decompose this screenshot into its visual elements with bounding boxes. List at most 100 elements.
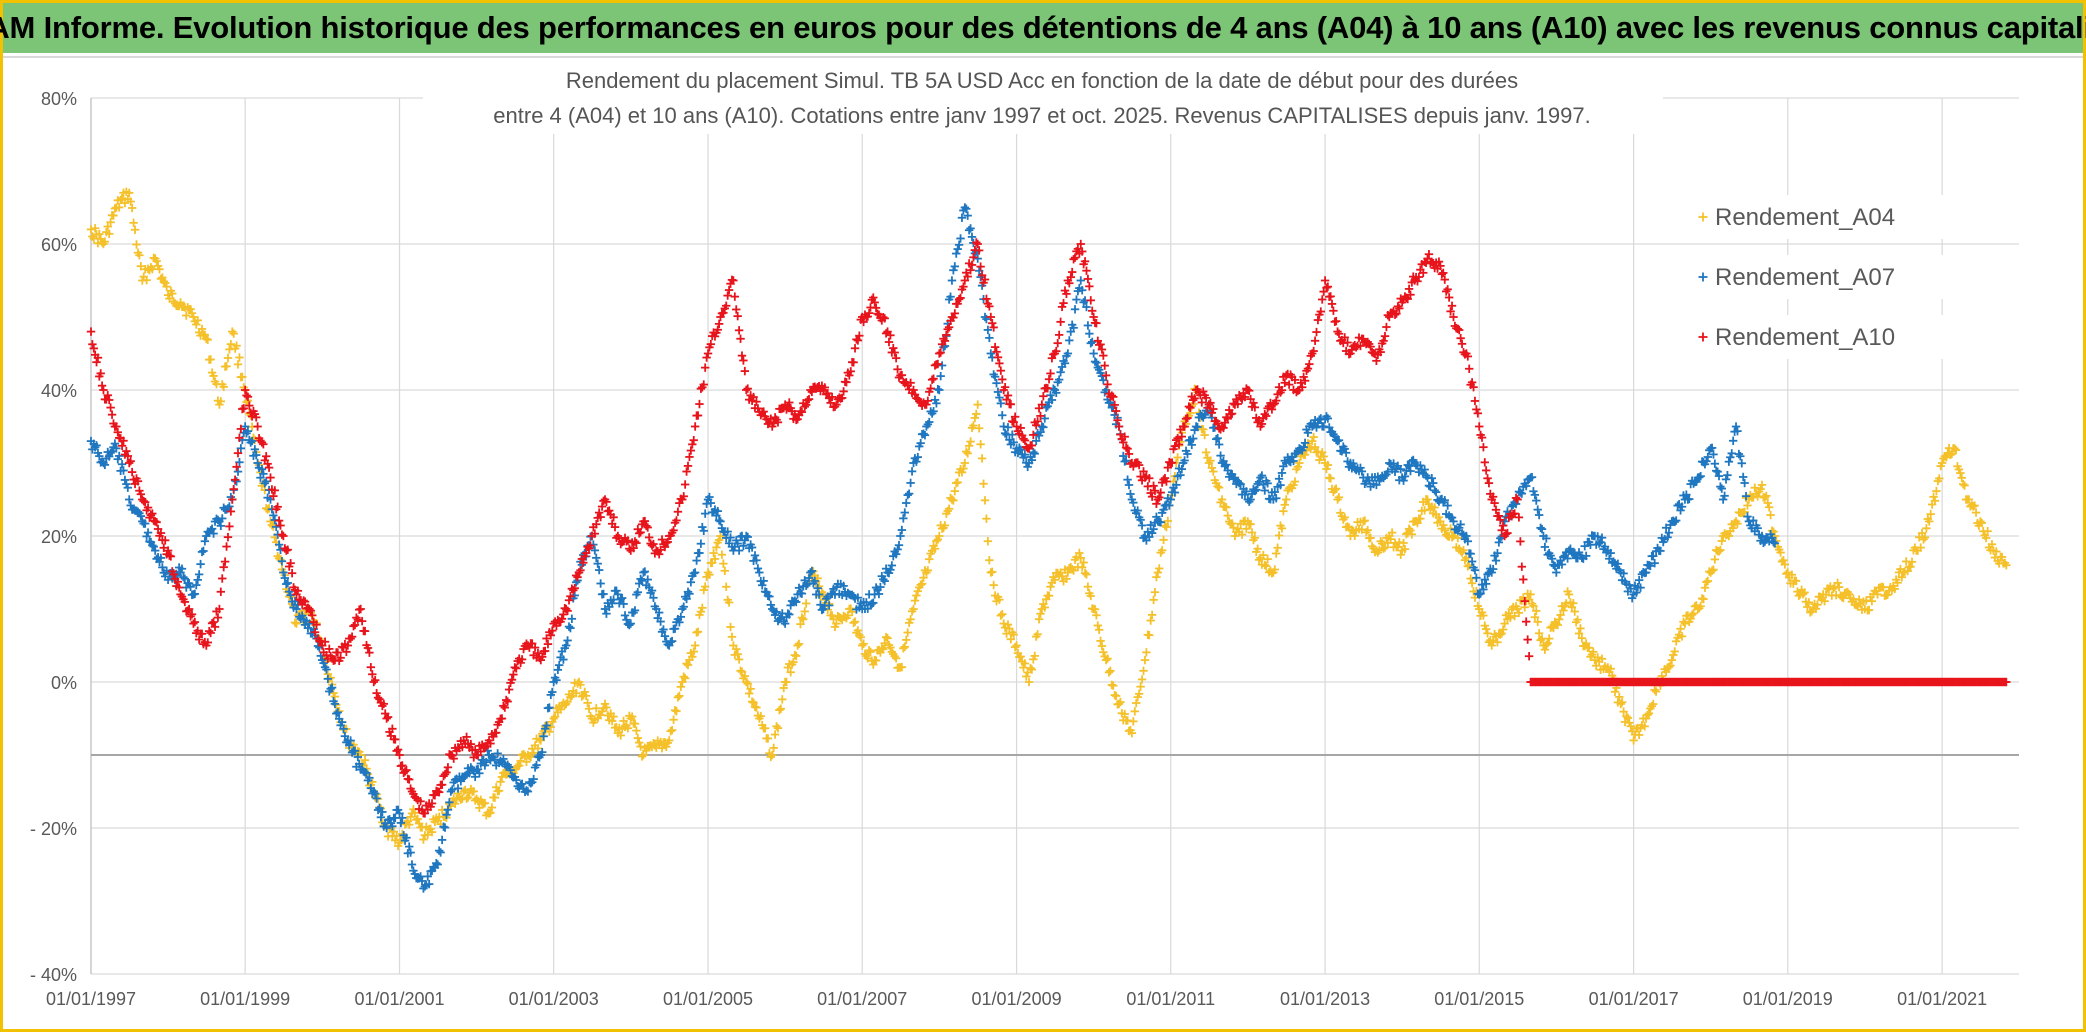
y-tick-label: - 20% [30,819,77,839]
data-point [126,197,135,206]
data-point [158,273,167,282]
y-tick-label: 60% [41,235,77,255]
data-point [1050,575,1059,584]
data-point [683,461,693,471]
data-point [119,466,128,475]
data-point [1104,668,1114,677]
data-point [396,818,406,828]
data-point [1650,685,1659,695]
data-point [1481,466,1491,475]
data-point [607,716,617,726]
data-point [279,568,288,577]
data-point [979,479,988,488]
data-point [756,711,765,721]
data-point [755,568,764,577]
data-point [919,573,928,582]
data-point [696,539,706,548]
data-point [487,803,497,812]
data-point [189,619,198,628]
data-point [142,532,151,541]
x-tick-label: 01/01/2011 [1126,989,1215,1009]
data-point [782,677,791,687]
data-point [219,382,228,392]
data-point [190,617,200,627]
data-point [993,353,1003,362]
data-point [666,727,675,736]
data-point [953,478,962,487]
data-point [602,703,611,712]
data-point [899,514,908,523]
data-point [689,435,698,445]
data-point [1976,517,1985,526]
data-point [92,357,101,367]
data-point [1723,470,1732,480]
data-point [1086,296,1095,305]
grid-layer [90,97,2019,975]
data-point [236,444,246,453]
data-point [1800,588,1809,597]
data-point [972,409,981,419]
data-point [686,446,696,455]
data-point [1449,531,1458,541]
data-point [1006,635,1016,644]
data-point [940,521,950,530]
data-point [280,573,290,583]
data-point [1447,301,1457,310]
data-point [775,705,784,715]
data-point [222,362,231,371]
data-point [339,724,348,734]
data-point [259,469,268,479]
data-point [960,458,970,468]
data-point [883,634,892,643]
data-point [330,699,340,709]
data-point [1380,331,1390,341]
data-point [1903,566,1912,576]
data-point [556,705,565,714]
data-point [616,731,625,740]
data-point [159,277,168,286]
data-point [1852,600,1861,610]
data-point [858,641,867,650]
data-point [267,520,277,530]
data-point [717,550,727,559]
data-point [1072,295,1081,304]
data-point [1069,255,1078,264]
data-point [1375,546,1384,555]
data-point [1867,596,1877,606]
data-point [703,349,713,358]
data-point [727,632,737,642]
data-point [799,615,808,624]
data-point [644,533,654,542]
data-point [1434,513,1444,522]
data-point [1003,391,1013,400]
data-point [117,194,127,203]
data-point [238,372,247,382]
data-point [130,225,140,234]
y-tick-label: 0% [51,673,77,693]
data-point [996,366,1006,375]
data-point [332,709,341,718]
data-point [760,724,770,733]
data-point [584,704,594,713]
data-point [722,582,731,591]
data-point [437,780,447,789]
data-point [962,447,971,456]
data-point [897,525,907,535]
data-point [693,411,703,420]
data-point [1667,655,1677,665]
data-point [1439,520,1448,530]
data-point [1922,524,1931,533]
data-point [1003,620,1013,629]
data-point [297,611,307,620]
data-point [1393,542,1403,552]
data-point [1197,398,1206,407]
data-point [916,580,925,590]
data-point [149,542,158,551]
data-point [1728,436,1738,445]
data-point [566,692,575,702]
data-point [1926,509,1935,519]
data-point [323,674,333,684]
data-point [990,342,1000,352]
data-point [992,347,1001,357]
data-point [277,530,287,539]
